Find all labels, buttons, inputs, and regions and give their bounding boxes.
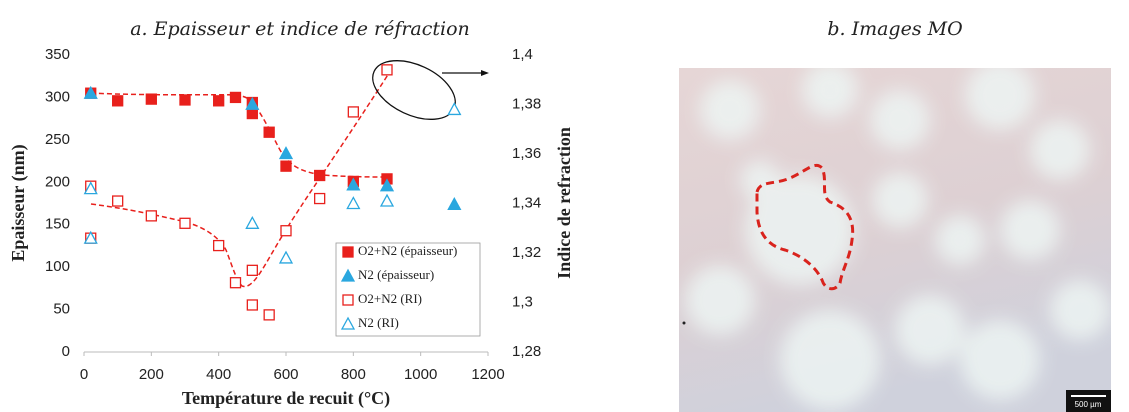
legend-marker (340, 268, 356, 282)
point (346, 196, 361, 210)
point (179, 217, 191, 229)
y-axis-label: Epaisseur (nm) (8, 144, 29, 261)
y-tick-label: 200 (45, 173, 70, 190)
point (145, 93, 157, 105)
point (112, 195, 124, 207)
legend-marker (340, 316, 356, 330)
region-outline (755, 163, 855, 291)
y2-tick-label: 1,4 (512, 46, 533, 63)
x-tick-label: 600 (273, 366, 298, 383)
point (447, 196, 462, 210)
point (381, 64, 393, 76)
speck (682, 321, 686, 325)
point (245, 215, 260, 229)
legend-marker (342, 246, 354, 258)
image-title: b. Images MO (827, 18, 963, 40)
y2-tick-label: 1,3 (512, 293, 533, 310)
point (112, 95, 124, 107)
point (229, 91, 242, 104)
point (263, 309, 275, 321)
point (278, 250, 294, 264)
y2-tick-label: 1,28 (512, 343, 541, 360)
point (314, 169, 326, 182)
x-axis-label: Température de recuit (°C) (182, 388, 390, 409)
point (213, 95, 225, 107)
point (314, 192, 326, 205)
point (83, 181, 98, 195)
y2-tick-label: 1,34 (512, 194, 541, 211)
y2-tick-label: 1,32 (512, 244, 541, 261)
point (246, 299, 258, 311)
legend-box (335, 242, 481, 337)
point (280, 160, 292, 172)
point (83, 85, 98, 99)
point (346, 177, 361, 191)
x-tick-label: 800 (341, 366, 366, 383)
point (379, 193, 395, 207)
chart-title: a. Epaisseur et indice de réfraction (130, 18, 470, 40)
x-tick-label: 400 (206, 366, 231, 383)
legend-label: O2+N2 (épaisseur) (358, 243, 457, 258)
y-tick-label: 0 (62, 343, 70, 360)
legend-marker (342, 294, 354, 306)
marks: 0 200 400 600 800 1000 1200 0 50 100 150 200 250 300 3… (45, 46, 541, 383)
y2-tick-label: 1,38 (512, 95, 541, 112)
trend-line (90, 92, 392, 178)
point (213, 239, 225, 252)
y-tick-label: 250 (45, 131, 70, 148)
x-tick-label: 200 (139, 366, 164, 383)
point (263, 126, 275, 138)
y-tick-label: 50 (53, 301, 70, 318)
y-tick-label: 300 (45, 88, 70, 105)
y-tick-label: 100 (45, 258, 70, 275)
point (347, 106, 359, 118)
x-tick-label: 1000 (404, 366, 437, 383)
point (246, 107, 258, 120)
y2-axis-label: Indice de refraction (554, 127, 574, 279)
point (245, 96, 260, 110)
y-tick-label: 150 (45, 216, 70, 233)
point (246, 264, 258, 276)
point (179, 94, 191, 106)
point (229, 277, 242, 289)
point (447, 102, 462, 116)
point (145, 210, 157, 222)
x-tick-label: 0 (80, 366, 88, 383)
point (280, 225, 292, 237)
x-tick-label: 1200 (471, 366, 504, 383)
point (83, 230, 98, 244)
y2-tick-label: 1,36 (512, 145, 541, 162)
y-tick-label: 350 (45, 46, 70, 63)
legend-label: O2+N2 (RI) (358, 291, 422, 306)
image-blobs (685, 68, 1110, 410)
micrograph: 500 µm (679, 68, 1111, 412)
arrow-head (481, 70, 489, 76)
scale-bar-label: 500 µm (1075, 400, 1102, 409)
point (379, 178, 395, 192)
legend-label: N2 (RI) (358, 315, 399, 330)
legend-label: N2 (épaisseur) (358, 267, 434, 282)
point (278, 146, 294, 160)
